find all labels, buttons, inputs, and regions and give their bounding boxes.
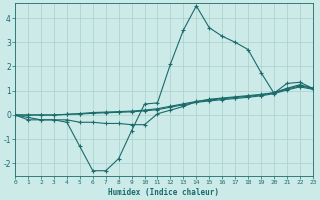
- X-axis label: Humidex (Indice chaleur): Humidex (Indice chaleur): [108, 188, 220, 197]
